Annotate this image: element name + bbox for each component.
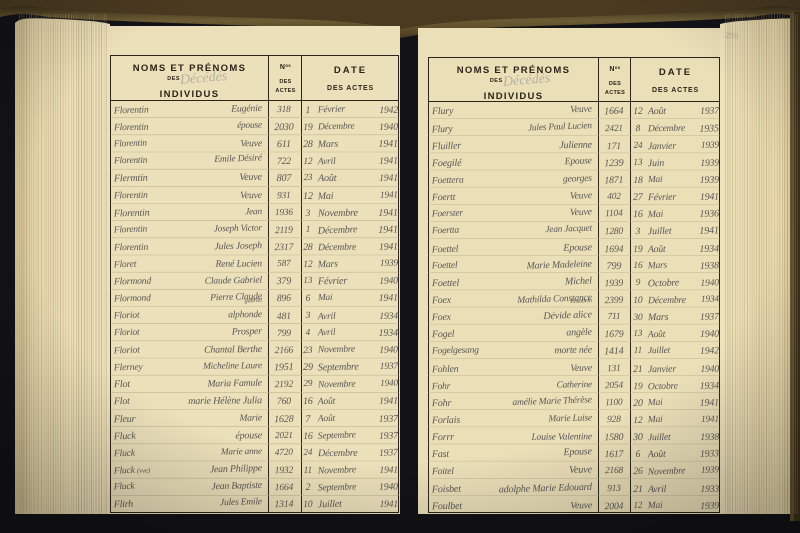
svg-text:255: 255 bbox=[725, 31, 739, 40]
